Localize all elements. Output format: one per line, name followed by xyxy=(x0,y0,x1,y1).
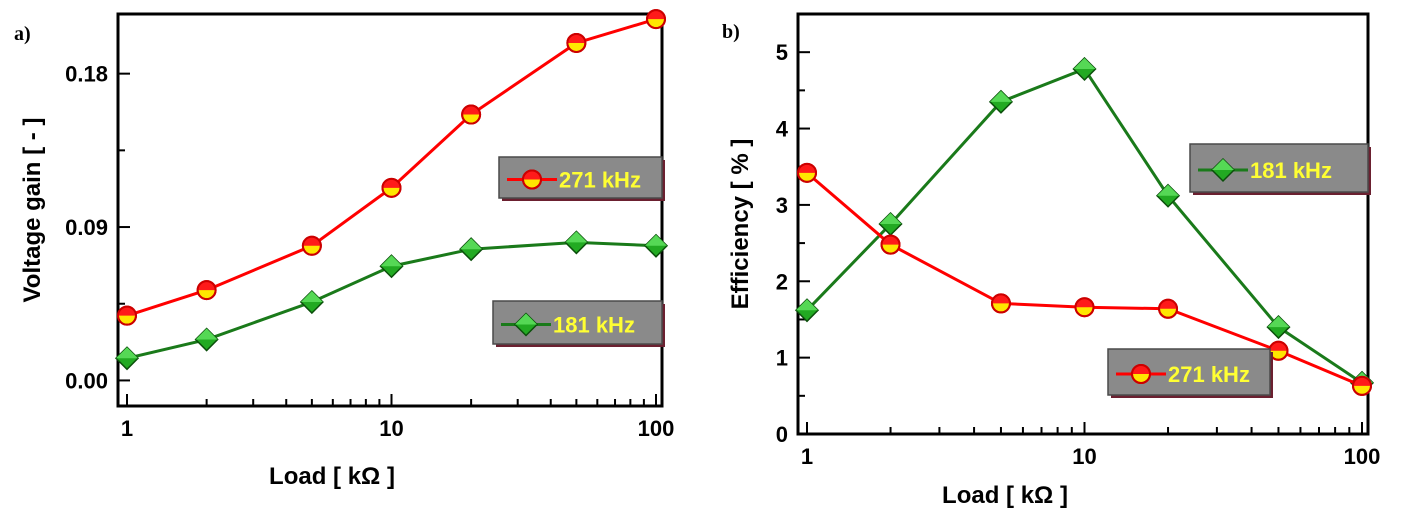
legend-item: 181 kHz xyxy=(1189,143,1371,195)
y-axis-title: Efficiency [ % ] xyxy=(727,139,754,310)
series-181-kHz xyxy=(794,56,1375,395)
legend-marker-diamond-highlight xyxy=(515,313,537,325)
panel-label: a) xyxy=(14,23,31,45)
legend-label: 181 kHz xyxy=(553,313,635,338)
legend-marker-circle-outline xyxy=(522,169,542,190)
y-tick-label: 0.00 xyxy=(65,368,108,393)
data-point-circle-outline xyxy=(196,280,217,301)
y-tick-label: 2 xyxy=(776,269,788,294)
plot-frame xyxy=(796,12,1370,436)
legend-marker-circle-outline xyxy=(1131,364,1151,384)
data-point-diamond-highlight xyxy=(989,90,1012,102)
chart-panel-0: a) 1 10 100 0.00 0.09 0.18 Load [ kΩ ] Voltage g… xyxy=(14,9,675,490)
y-tick-label: 4 xyxy=(776,117,789,142)
x-tick-label: 10 xyxy=(379,416,403,441)
x-tick-label: 1 xyxy=(801,444,813,469)
x-tick-label: 10 xyxy=(1072,444,1096,469)
y-axis-title: Voltage gain [ - ] xyxy=(19,118,46,303)
data-point-circle-outline xyxy=(1074,297,1095,318)
data-point-circle-outline xyxy=(301,235,322,256)
data-point-diamond-highlight xyxy=(1157,184,1180,196)
y-tick-label: 0.09 xyxy=(65,215,108,240)
data-point-circle-outline xyxy=(461,104,482,125)
series-271-kHz xyxy=(797,162,1372,396)
data-point-diamond-highlight xyxy=(565,231,588,243)
data-point-diamond-highlight xyxy=(645,234,667,246)
data-point-diamond-highlight xyxy=(460,238,483,250)
data-point-circle-outline xyxy=(990,293,1011,314)
y-tick-label: 5 xyxy=(776,40,788,65)
data-point-diamond-highlight xyxy=(195,328,218,340)
x-tick-label: 1 xyxy=(121,416,133,441)
plot-frame xyxy=(116,12,664,408)
y-tick-label: 0 xyxy=(776,422,788,447)
data-point-circle-outline xyxy=(1352,375,1372,396)
legend-item: 181 kHz xyxy=(492,300,665,347)
data-point-circle-outline xyxy=(381,177,402,198)
data-point-diamond-highlight xyxy=(380,255,403,267)
data-point-circle-outline xyxy=(797,162,817,183)
y-tick-label: 1 xyxy=(776,346,788,371)
data-point-circle-outline xyxy=(566,32,587,53)
legend-item: 271 kHz xyxy=(1107,348,1273,398)
y-tick-label: 0.18 xyxy=(65,62,108,87)
legend-marker-diamond-highlight xyxy=(1212,159,1234,170)
series-181-kHz xyxy=(114,230,669,371)
data-point-diamond-highlight xyxy=(1267,316,1290,328)
x-tick-label: 100 xyxy=(638,416,675,441)
data-point-circle-outline xyxy=(880,234,901,255)
legend-label: 271 kHz xyxy=(559,168,641,193)
x-tick-label: 100 xyxy=(1344,444,1381,469)
x-axis-title: Load [ kΩ ] xyxy=(269,463,395,490)
legend-label: 271 kHz xyxy=(1168,362,1250,387)
data-point-circle-outline xyxy=(117,305,137,326)
panel-label: b) xyxy=(722,21,740,43)
y-tick-label: 3 xyxy=(776,193,788,218)
data-point-diamond-highlight xyxy=(879,213,902,224)
data-point-diamond-highlight xyxy=(1073,57,1096,69)
legend-label: 181 kHz xyxy=(1250,158,1332,183)
data-point-circle-outline xyxy=(646,9,666,30)
data-point-diamond-highlight xyxy=(300,291,323,303)
data-point-diamond-highlight xyxy=(116,347,138,359)
series-271-kHz xyxy=(117,9,666,326)
legend-item: 271 kHz xyxy=(498,156,665,201)
x-axis-title: Load [ kΩ ] xyxy=(942,482,1068,508)
data-point-circle-outline xyxy=(1158,298,1179,319)
data-point-diamond-highlight xyxy=(796,299,818,311)
